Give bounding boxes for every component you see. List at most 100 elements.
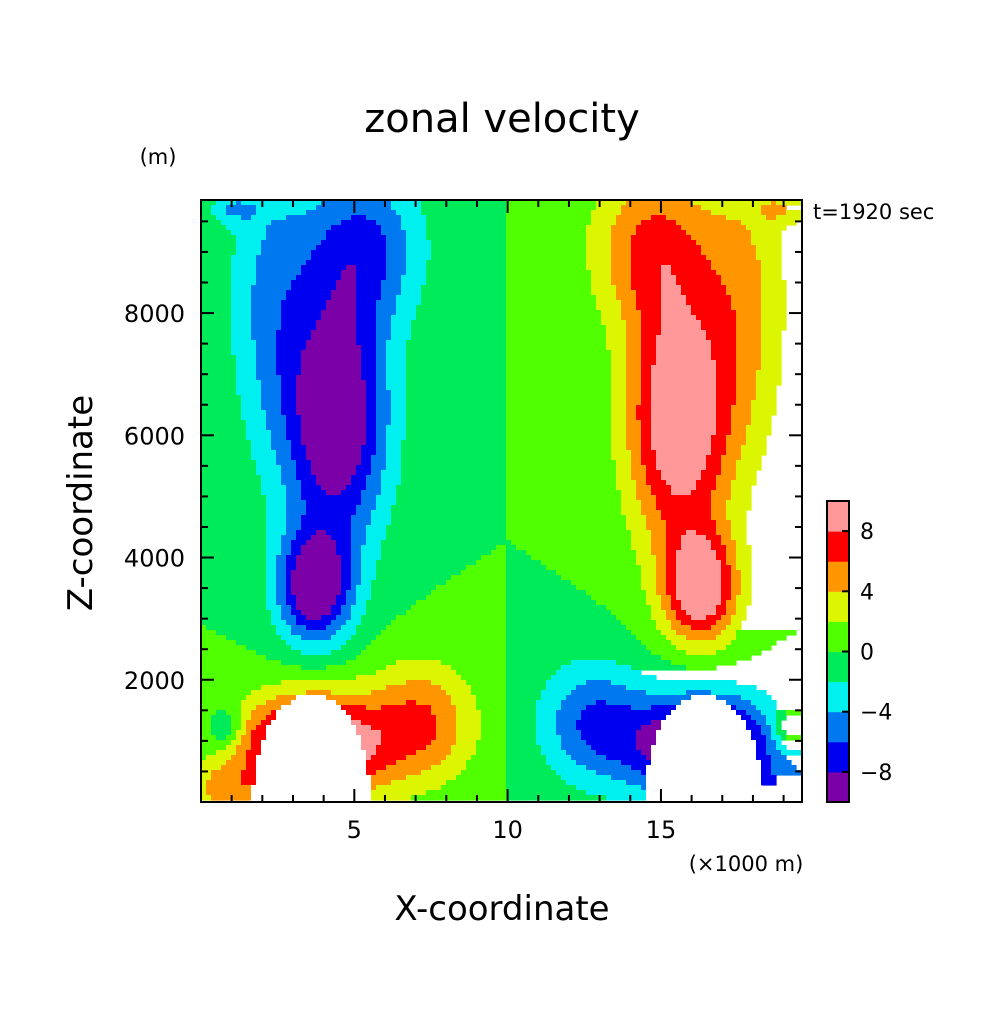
contour-cell xyxy=(376,400,392,406)
contour-cell xyxy=(216,735,227,741)
contour-cell xyxy=(691,490,712,496)
contour-cell xyxy=(366,380,377,386)
contour-cell xyxy=(721,465,737,471)
contour-cell xyxy=(661,275,677,281)
contour-cell xyxy=(626,685,757,691)
contour-cell xyxy=(366,385,377,391)
contour-cell xyxy=(641,570,657,576)
contour-cell xyxy=(506,325,607,331)
contour-cell xyxy=(666,585,677,591)
contour-cell xyxy=(336,280,357,286)
contour-cell xyxy=(771,765,797,771)
contour-cell xyxy=(251,745,262,751)
contour-cell xyxy=(281,470,297,476)
contour-cell xyxy=(436,735,457,741)
contour-cell xyxy=(676,565,722,571)
contour-cell xyxy=(586,740,637,746)
contour-cell xyxy=(771,725,777,731)
contour-cell xyxy=(396,660,442,666)
contour-cell xyxy=(726,510,747,516)
contour-cell xyxy=(706,255,757,261)
contour-cell xyxy=(676,595,722,601)
contour-cell xyxy=(261,385,282,391)
contour-cell xyxy=(406,375,507,381)
contour-cell xyxy=(201,400,242,406)
contour-cell xyxy=(201,480,262,486)
contour-cell xyxy=(441,785,507,791)
contour-cell xyxy=(381,475,402,481)
contour-cell xyxy=(736,360,762,366)
contour-cell xyxy=(646,645,677,651)
contour-cell xyxy=(361,345,377,351)
contour-cell xyxy=(631,470,647,476)
contour-cell xyxy=(291,540,307,546)
contour-cell xyxy=(761,775,777,781)
contour-cell xyxy=(756,705,777,711)
contour-cell xyxy=(201,460,257,466)
contour-cell xyxy=(641,380,652,386)
contour-cell xyxy=(651,720,662,726)
contour-cell xyxy=(506,620,622,626)
contour-cell xyxy=(201,560,267,566)
contour-cell xyxy=(251,285,292,291)
contour-cell xyxy=(421,285,507,291)
contour-cell xyxy=(586,225,612,231)
contour-cell xyxy=(201,485,262,491)
contour-cell xyxy=(761,780,777,786)
contour-cell xyxy=(656,345,712,351)
contour-cell xyxy=(401,445,507,451)
contour-cell xyxy=(751,235,782,241)
contour-cell xyxy=(296,465,312,471)
contour-cell xyxy=(336,595,347,601)
contour-cell xyxy=(266,235,327,241)
contour-cell xyxy=(506,675,552,681)
contour-cell xyxy=(641,340,657,346)
contour-cell xyxy=(736,610,747,616)
contour-cell xyxy=(201,205,212,211)
contour-cell xyxy=(261,685,387,691)
contour-cell xyxy=(646,515,662,521)
contour-cell xyxy=(281,465,297,471)
contour-cell xyxy=(376,670,457,676)
contour-cell xyxy=(336,540,352,546)
contour-cell xyxy=(266,520,287,526)
contour-cell xyxy=(261,745,362,751)
contour-cell xyxy=(406,265,427,271)
contour-cell xyxy=(716,520,732,526)
contour-cell xyxy=(741,580,752,586)
contour-cell xyxy=(611,230,637,236)
contour-cell xyxy=(591,280,612,286)
contour-cell xyxy=(456,715,482,721)
contour-cell xyxy=(351,610,367,616)
contour-cell xyxy=(201,685,262,691)
contour-cell xyxy=(296,410,367,416)
contour-cell xyxy=(376,560,477,566)
contour-cell xyxy=(296,605,332,611)
contour-cell xyxy=(291,440,302,446)
contour-cell xyxy=(646,475,662,481)
contour-cell xyxy=(201,425,247,431)
contour-cell xyxy=(201,615,272,621)
colorbar-tick-label: 4 xyxy=(860,580,874,605)
contour-cell xyxy=(761,280,787,286)
contour-cell xyxy=(201,360,237,366)
contour-cell xyxy=(436,715,457,721)
contour-cell xyxy=(556,770,597,776)
contour-cell xyxy=(641,385,652,391)
contour-cell xyxy=(406,245,432,251)
contour-cell xyxy=(201,760,227,766)
contour-cell xyxy=(351,215,367,221)
contour-cell xyxy=(376,325,392,331)
contour-cell xyxy=(626,525,647,531)
contour-cell xyxy=(201,345,232,351)
contour-cell xyxy=(366,540,382,546)
contour-cell xyxy=(251,790,372,796)
contour-cell xyxy=(586,230,612,236)
contour-cell xyxy=(376,415,392,421)
contour-cell xyxy=(386,340,407,346)
contour-cell xyxy=(731,490,752,496)
contour-cell xyxy=(216,750,237,756)
contour-cell xyxy=(421,210,507,216)
contour-cell xyxy=(651,410,717,416)
contour-cell xyxy=(676,275,722,281)
